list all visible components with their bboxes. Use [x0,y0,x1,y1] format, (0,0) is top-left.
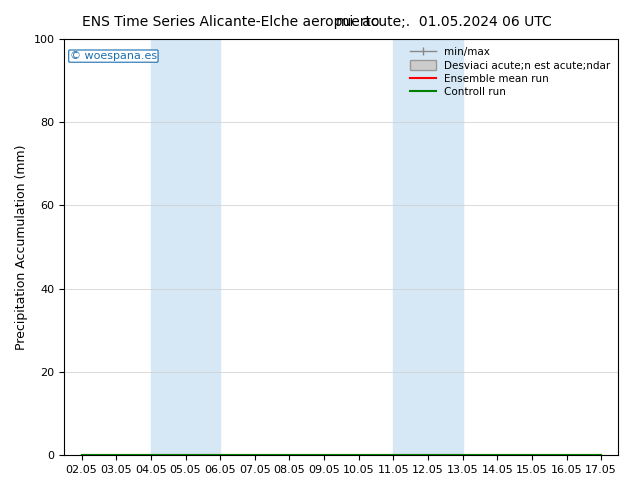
Text: © woespana.es: © woespana.es [70,51,157,61]
Bar [151,39,220,455]
Bar [393,39,463,455]
Text: ENS Time Series Alicante-Elche aeropuerto: ENS Time Series Alicante-Elche aeropuert… [82,15,380,29]
Legend: min/max, Desviaci acute;n est acute;ndar, Ensemble mean run, Controll run: min/max, Desviaci acute;n est acute;ndar… [406,44,613,100]
Y-axis label: Precipitation Accumulation (mm): Precipitation Accumulation (mm) [15,144,28,350]
Text: mi  acute;.  01.05.2024 06 UTC: mi acute;. 01.05.2024 06 UTC [336,15,552,29]
